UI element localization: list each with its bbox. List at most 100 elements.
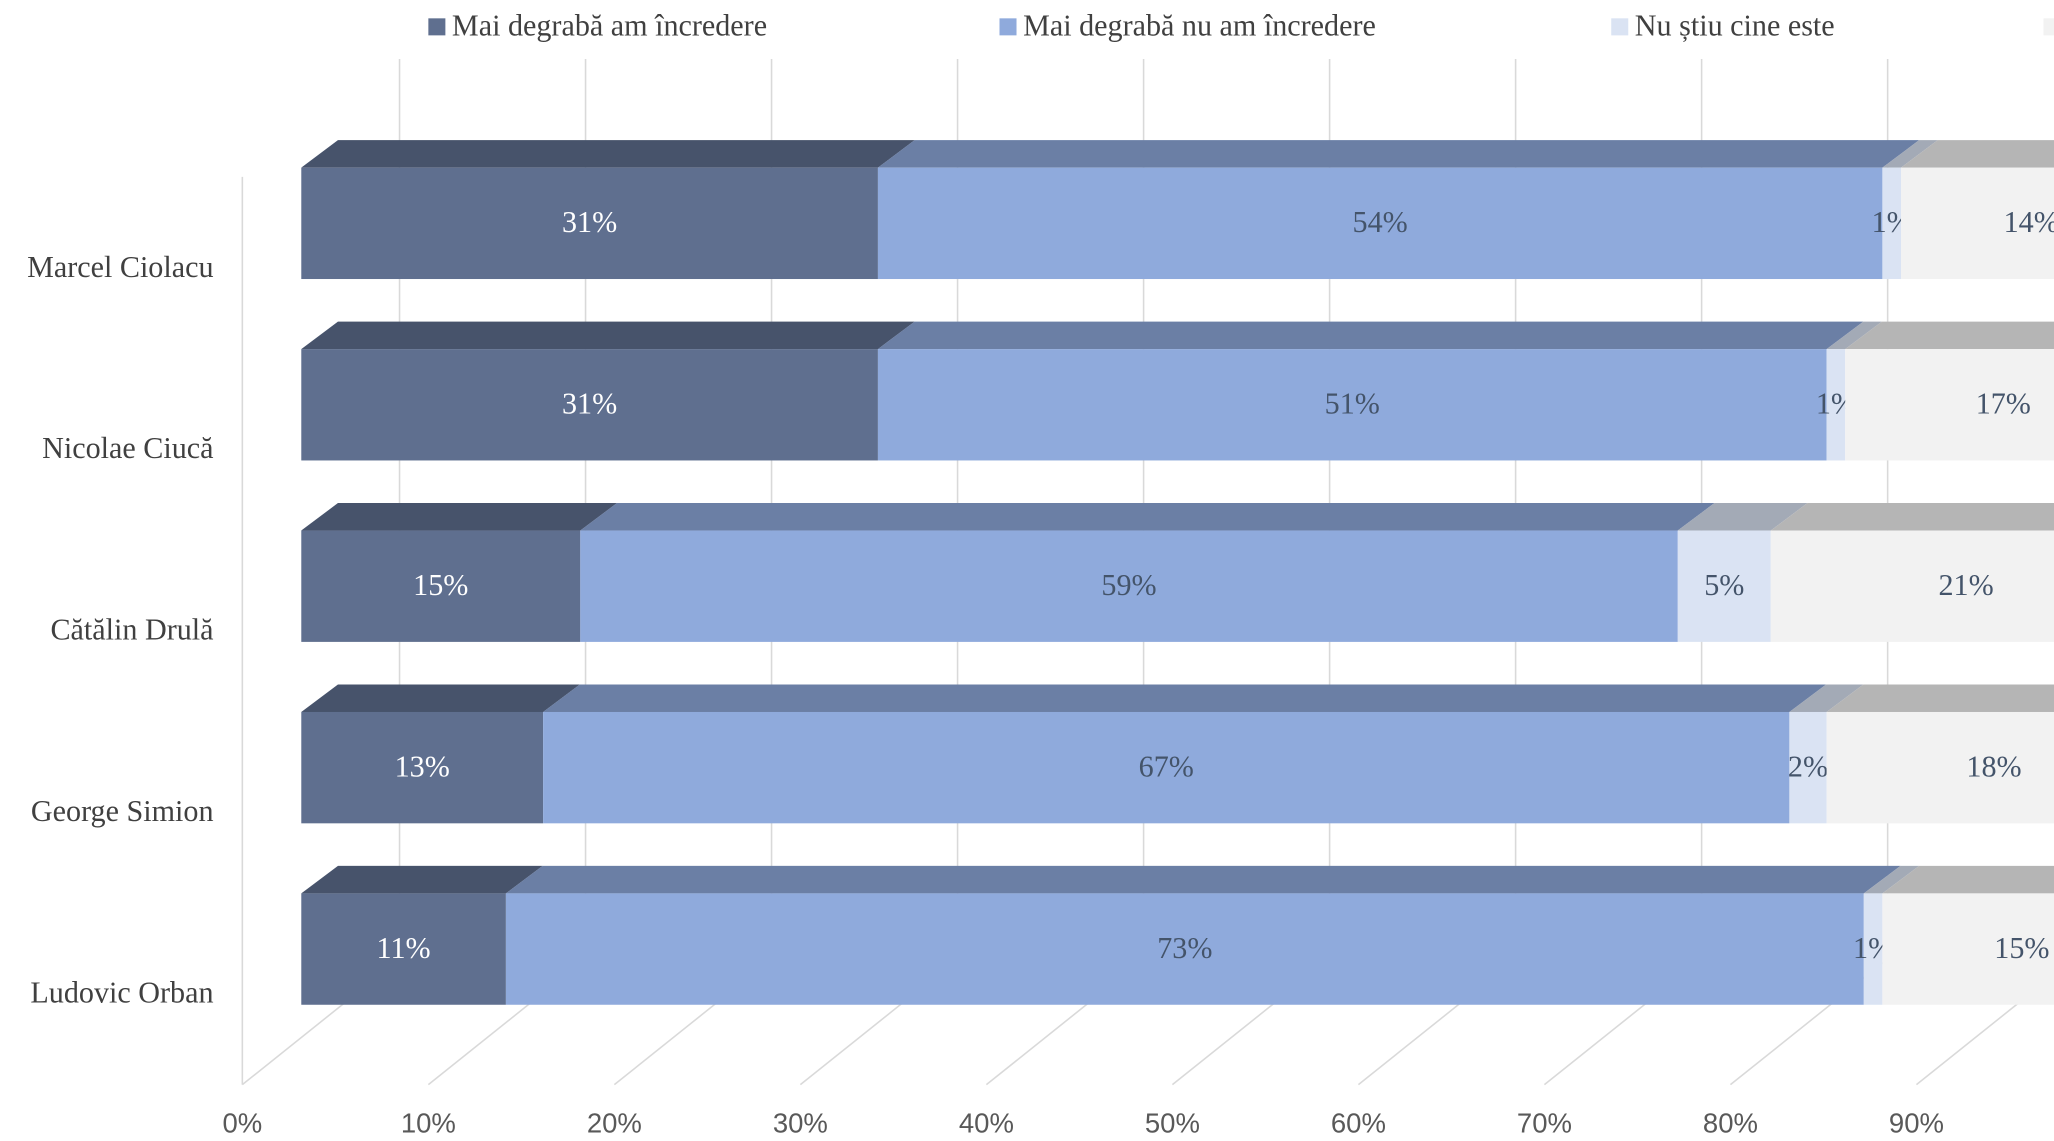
bar-top <box>877 140 1920 168</box>
legend-label: Nu știu cine este <box>1635 9 1835 43</box>
x-tick-label: 50% <box>1145 1108 1200 1139</box>
bar-top <box>1863 865 1920 894</box>
value-label: 11% <box>377 931 431 965</box>
value-label: 2% <box>1788 750 1828 784</box>
bar-top <box>1789 684 1864 712</box>
bar-top-shade <box>1826 321 1882 350</box>
bar <box>505 893 1864 1005</box>
bar-top <box>505 865 1901 894</box>
legend-marker <box>2043 18 2054 36</box>
x-tick-label: 0% <box>222 1108 262 1139</box>
x-tick-label: 30% <box>773 1108 828 1139</box>
bar <box>580 530 1678 642</box>
value-label: 51% <box>1325 387 1380 421</box>
value-label: 31% <box>562 205 617 239</box>
bar-top <box>877 321 1864 350</box>
x-tick-label: 60% <box>1331 1108 1386 1139</box>
category-label: Cătălin Drulă <box>50 613 213 647</box>
category-label: Marcel Ciolacu <box>27 250 213 284</box>
category-label: George Simion <box>31 794 214 828</box>
bar-top <box>301 503 617 531</box>
value-label: 5% <box>1704 568 1744 602</box>
bar-top <box>1845 321 2054 350</box>
bar-top-shade <box>543 684 1827 712</box>
x-tick-label: 10% <box>401 1108 456 1139</box>
bar-top-shade <box>1900 140 2054 168</box>
legend-label: Mai degrabă nu am încredere <box>1023 9 1376 43</box>
bar-top <box>301 684 580 712</box>
x-tick-label: 90% <box>1889 1108 1944 1139</box>
bar <box>877 349 1827 461</box>
bar <box>1789 711 1827 824</box>
bar <box>1845 349 2054 461</box>
value-label: 14% <box>2004 205 2054 239</box>
bar-top-shade <box>1863 865 1920 894</box>
bar-top-shade <box>1882 865 2054 894</box>
x-tick-label: 40% <box>959 1108 1014 1139</box>
bar <box>1770 530 2054 642</box>
category-label: Nicolae Ciucă <box>42 431 213 465</box>
bar-top-shade <box>301 684 580 712</box>
value-label: 54% <box>1353 205 1408 239</box>
value-label: 13% <box>395 750 450 784</box>
bar-top <box>301 140 915 168</box>
bar <box>1882 167 1901 280</box>
bar <box>301 530 581 642</box>
value-label: 31% <box>562 387 617 421</box>
bar <box>1826 349 1846 461</box>
value-label: 21% <box>1939 568 1994 602</box>
bar-top-shade <box>1770 503 2054 531</box>
legend-label: Mai degrabă am încredere <box>452 9 767 43</box>
x-tick-label: 70% <box>1517 1108 1572 1139</box>
value-label: 15% <box>1994 931 2049 965</box>
bar <box>877 167 1883 280</box>
bar-top <box>580 503 1715 531</box>
bar-top <box>1882 140 1938 168</box>
bar-top <box>543 684 1827 712</box>
bar-top <box>1677 503 1808 531</box>
bar-top-shade <box>301 865 543 894</box>
x-tick-label: 20% <box>587 1108 642 1139</box>
bar-top-shade <box>301 503 617 531</box>
bar-top-shade <box>1677 503 1808 531</box>
bar <box>1900 167 2054 280</box>
legend-marker <box>428 18 446 36</box>
value-label: 73% <box>1157 931 1212 965</box>
bar-top-shade <box>301 140 915 168</box>
bar-top <box>1770 503 2054 531</box>
x-tick-label: 80% <box>1703 1108 1758 1139</box>
bar-top <box>301 865 543 894</box>
bar-top <box>1882 865 2054 894</box>
bar-top-shade <box>877 321 1864 350</box>
bar-top-shade <box>580 503 1715 531</box>
value-label: 15% <box>413 568 468 602</box>
value-label: 67% <box>1139 750 1194 784</box>
value-label: 17% <box>1976 387 2031 421</box>
bar <box>1882 893 2054 1005</box>
bar-top-shade <box>505 865 1901 894</box>
bar-top-shade <box>1882 140 1938 168</box>
bar <box>543 711 1790 824</box>
bar <box>301 167 878 280</box>
value-label: 59% <box>1101 568 1156 602</box>
bar-top <box>1826 684 2054 712</box>
bar-top-shade <box>1826 684 2054 712</box>
bar <box>1863 893 1883 1005</box>
category-label: Ludovic Orban <box>30 975 213 1009</box>
bar <box>301 349 878 461</box>
bar-top-shade <box>1789 684 1864 712</box>
bar <box>301 711 544 824</box>
legend-marker <box>1611 18 1629 36</box>
bar <box>1826 711 2054 824</box>
bar-top-shade <box>1845 321 2054 350</box>
bar-top <box>1826 321 1882 350</box>
bar-top <box>1900 140 2054 168</box>
bar <box>301 893 506 1005</box>
bar-top <box>301 321 915 350</box>
bar-top-shade <box>877 140 1920 168</box>
bar-top-shade <box>301 321 915 350</box>
bar <box>1677 530 1771 642</box>
value-label: 18% <box>1966 750 2021 784</box>
